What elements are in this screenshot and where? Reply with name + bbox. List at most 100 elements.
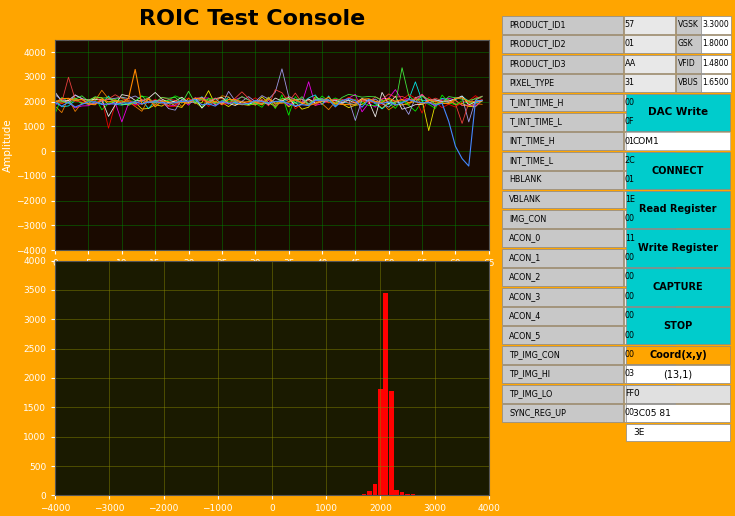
Bar [502,404,623,422]
Bar [626,365,730,383]
Text: Read Register: Read Register [639,204,717,215]
Text: 00: 00 [625,98,635,107]
Bar [624,210,675,228]
Bar [624,307,675,325]
Bar [626,190,730,228]
Bar [626,230,730,267]
Text: DAC Write: DAC Write [648,107,708,118]
Bar [502,16,623,34]
Bar [675,16,703,34]
Bar [624,385,675,402]
Bar [368,491,372,495]
Text: 00: 00 [625,272,635,281]
Text: 3.3000: 3.3000 [703,20,729,29]
Text: 00: 00 [625,408,635,417]
Text: 0F: 0F [625,117,634,126]
Text: CAPTURE: CAPTURE [653,282,703,292]
Text: COM1: COM1 [633,137,660,146]
Text: ACON_5: ACON_5 [509,331,542,340]
Text: ACON_4: ACON_4 [509,311,541,320]
Bar [626,132,730,150]
Bar [405,494,410,495]
Bar [626,152,730,189]
Text: 3C05 81: 3C05 81 [633,409,671,418]
Bar [624,171,675,189]
Bar [362,494,367,495]
Bar [624,365,675,383]
Bar [624,74,675,92]
Text: TP_IMG_CON: TP_IMG_CON [509,350,560,359]
Text: VGSK: VGSK [678,20,699,29]
Bar [502,35,623,53]
Text: INT_TIME_L: INT_TIME_L [509,156,553,165]
Bar [626,385,730,402]
Bar [502,230,623,247]
Bar [502,249,623,267]
Bar [389,391,393,495]
Bar [624,287,675,305]
Text: 1.6500: 1.6500 [703,78,729,87]
Bar [624,93,675,111]
Bar [624,346,675,364]
Bar [624,16,675,34]
Text: PIXEL_TYPE: PIXEL_TYPE [509,78,554,87]
Bar [626,404,730,422]
Bar [675,74,703,92]
Bar [626,268,730,305]
Bar [626,424,730,441]
Bar [624,268,675,286]
Bar [502,307,623,325]
Bar [384,293,388,495]
Text: 00: 00 [625,214,635,223]
Bar [624,249,675,267]
Text: 1.8000: 1.8000 [703,39,729,49]
Text: 1E: 1E [625,195,635,204]
Bar [400,492,404,495]
Bar [394,490,399,495]
Text: VBUS: VBUS [678,78,699,87]
Bar [502,190,623,208]
Bar [502,113,623,131]
Bar [624,190,675,208]
Text: ACON_3: ACON_3 [509,292,541,301]
Bar [502,365,623,383]
Text: 1.4800: 1.4800 [703,59,729,68]
Bar [701,74,731,92]
Bar [624,152,675,170]
Bar [502,287,623,305]
Bar [502,55,623,73]
Bar [701,55,731,73]
Bar [624,35,675,53]
Bar [502,74,623,92]
Bar [502,268,623,286]
Text: AA: AA [625,59,636,68]
Bar [624,404,675,422]
Y-axis label: Amplitude: Amplitude [3,118,12,172]
Bar [624,132,675,150]
Text: 00: 00 [625,292,635,301]
Text: STOP: STOP [664,321,692,331]
Bar [626,346,730,364]
Bar [626,93,730,131]
Bar [502,93,623,111]
Bar [701,16,731,34]
Text: FF: FF [625,389,634,398]
Text: VFID: VFID [678,59,696,68]
Text: IMG_CON: IMG_CON [509,214,546,223]
Bar [502,171,623,189]
Text: T_INT_TIME_L: T_INT_TIME_L [509,117,562,126]
X-axis label: Column Addr: Column Addr [238,271,306,281]
Text: 00: 00 [625,311,635,320]
Bar [502,152,623,170]
Text: 0: 0 [633,390,639,398]
Bar [701,35,731,53]
Text: TP_IMG_LO: TP_IMG_LO [509,389,553,398]
Bar [626,307,730,344]
Text: VBLANK: VBLANK [509,195,541,204]
Text: 31: 31 [625,78,635,87]
Text: 3E: 3E [633,428,645,437]
Text: 11: 11 [625,234,635,243]
Text: (13,1): (13,1) [664,369,692,379]
Text: 03: 03 [625,369,635,378]
Bar [624,113,675,131]
